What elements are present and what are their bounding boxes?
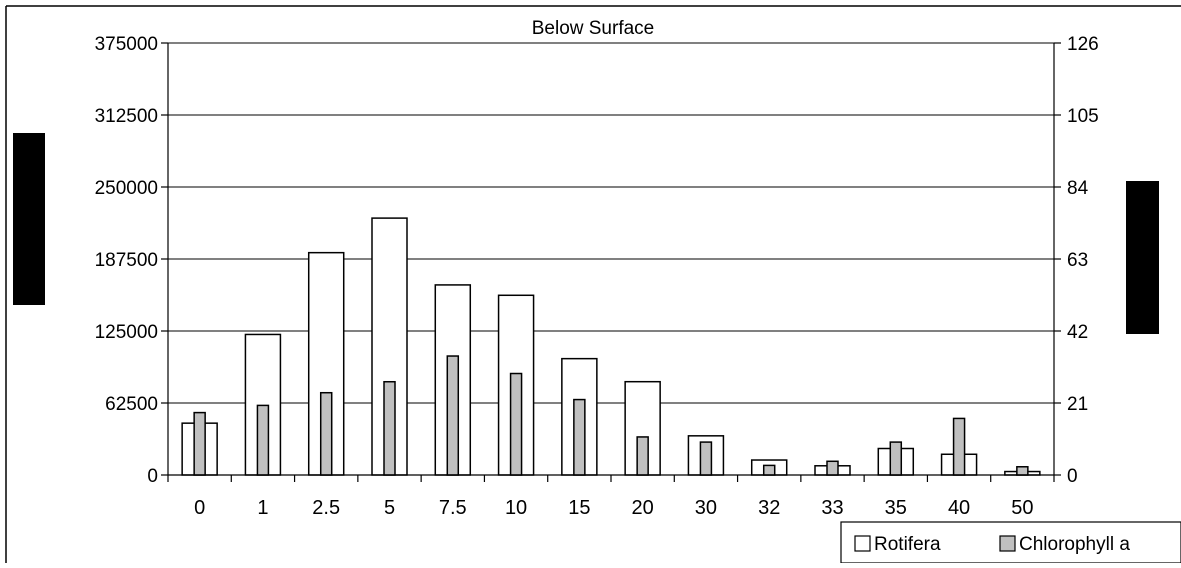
x-tick-label: 15 bbox=[568, 497, 590, 519]
x-tick-label: 1 bbox=[257, 497, 268, 519]
bar-chlorophyll-33 bbox=[826, 460, 839, 476]
y-left-tick-label: 0 bbox=[147, 466, 158, 487]
x-tick-label: 50 bbox=[1011, 497, 1033, 519]
legend-swatch-chlorophyll bbox=[999, 535, 1016, 552]
bar-chlorophyll-5 bbox=[383, 380, 396, 476]
bar-chlorophyll-30 bbox=[699, 441, 713, 476]
bar-chlorophyll-40 bbox=[952, 417, 966, 476]
bar-chlorophyll-35 bbox=[889, 441, 903, 476]
x-tick-label: 33 bbox=[821, 497, 843, 519]
y-right-tick-label: 126 bbox=[1067, 34, 1099, 55]
y-right-tick-label: 63 bbox=[1067, 250, 1088, 271]
y-left-tick-label: 375000 bbox=[95, 34, 158, 55]
bars bbox=[181, 217, 1041, 476]
bar-chlorophyll-20 bbox=[636, 436, 649, 476]
x-tick-label: 20 bbox=[632, 497, 654, 519]
x-tick-label: 35 bbox=[885, 497, 907, 519]
x-tick-label: 2.5 bbox=[312, 497, 340, 519]
gridlines bbox=[168, 42, 1054, 404]
y-right-tick-label: 42 bbox=[1067, 322, 1088, 343]
y-left-tick-label: 187500 bbox=[95, 250, 158, 271]
bar-chlorophyll-50 bbox=[1016, 466, 1029, 476]
bar-chlorophyll-7.5 bbox=[446, 355, 460, 476]
tick-labels: 0 62500 125000 187500 250000 312500 375000 0 21 4… bbox=[95, 34, 1099, 519]
y-right-tick-label: 105 bbox=[1067, 106, 1099, 127]
chart-title: Below Surface bbox=[532, 18, 655, 39]
y-left-tick-label: 125000 bbox=[95, 322, 158, 343]
left-axis-title-redaction bbox=[13, 133, 45, 305]
y-right-tick-label: 0 bbox=[1067, 466, 1078, 487]
x-tick-label: 0 bbox=[194, 497, 205, 519]
bar-chlorophyll-1 bbox=[256, 404, 270, 476]
y-left-tick-label: 250000 bbox=[95, 178, 158, 199]
axes bbox=[161, 42, 1061, 482]
legend-swatch-rotifera bbox=[854, 535, 871, 552]
y-left-tick-label: 312500 bbox=[95, 106, 158, 127]
y-right-tick-label: 84 bbox=[1067, 178, 1089, 199]
x-tick-label: 40 bbox=[948, 497, 970, 519]
bar-chlorophyll-15 bbox=[573, 398, 586, 476]
legend-label-chlorophyll: Chlorophyll a bbox=[1019, 534, 1130, 555]
bar-chlorophyll-10 bbox=[509, 372, 523, 476]
bar-chlorophyll-32 bbox=[762, 464, 776, 476]
x-tick-label: 32 bbox=[758, 497, 780, 519]
bar-chlorophyll-0 bbox=[193, 411, 206, 476]
legend-label-rotifera: Rotifera bbox=[874, 534, 941, 555]
bar-chlorophyll-2.5 bbox=[319, 391, 333, 476]
right-axis-title-redaction bbox=[1126, 181, 1159, 334]
y-left-tick-label: 62500 bbox=[105, 394, 158, 415]
x-tick-label: 30 bbox=[695, 497, 717, 519]
y-right-tick-label: 21 bbox=[1067, 394, 1088, 415]
legend: Rotifera Chlorophyll a bbox=[840, 521, 1181, 564]
x-tick-label: 7.5 bbox=[439, 497, 467, 519]
x-tick-label: 10 bbox=[505, 497, 527, 519]
x-tick-label: 5 bbox=[384, 497, 395, 519]
